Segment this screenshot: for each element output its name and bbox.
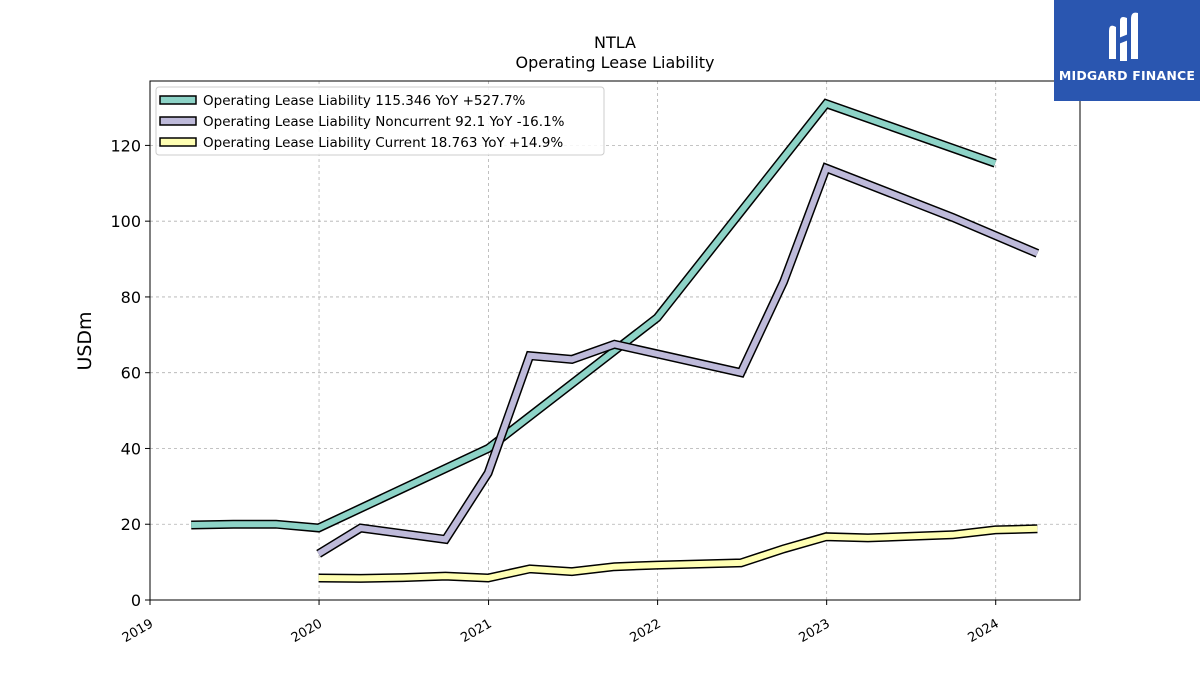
x-tick-label: 2023	[796, 616, 832, 646]
legend: Operating Lease Liability 115.346 YoY +5…	[155, 86, 605, 156]
legend-swatch-2	[159, 137, 197, 147]
midgard-logo: MIDGARD FINANCE	[1054, 0, 1200, 101]
y-tick-label: 80	[121, 288, 141, 307]
x-axis: 2019 2020 2021 2022 2023 2024	[120, 600, 1002, 646]
chart-title: NTLA	[594, 33, 636, 52]
grid	[150, 81, 1080, 600]
series-line-1	[317, 164, 1039, 557]
plot-frame	[149, 80, 1081, 601]
x-tick-label: 2019	[120, 616, 156, 646]
series-layer	[191, 98, 1040, 583]
y-tick-label: 100	[110, 212, 141, 231]
legend-box	[155, 86, 605, 156]
y-tick-label: 20	[121, 515, 141, 534]
y-tick-label: 60	[121, 364, 141, 383]
legend-label-1: Operating Lease Liability Noncurrent 92.…	[203, 114, 565, 130]
y-axis: 0 20 40 60 80 100 120	[110, 136, 150, 610]
logo-text: MIDGARD FINANCE	[1058, 68, 1196, 83]
series-outline-0	[191, 98, 997, 533]
legend-label-0: Operating Lease Liability 115.346 YoY +5…	[203, 93, 526, 109]
legend-swatch-1	[159, 116, 197, 126]
legend-label-2: Operating Lease Liability Current 18.763…	[203, 135, 563, 151]
y-axis-label: USDm	[74, 311, 96, 370]
x-tick-label: 2024	[966, 616, 1002, 646]
y-tick-label: 0	[131, 591, 141, 610]
x-tick-label: 2022	[627, 616, 663, 646]
legend-swatch-0	[159, 95, 197, 105]
chart-subtitle: Operating Lease Liability	[515, 53, 714, 72]
x-tick-label: 2020	[289, 616, 325, 646]
y-tick-label: 40	[121, 439, 141, 458]
x-tick-label: 2021	[458, 616, 494, 646]
series-line-2	[318, 525, 1038, 582]
y-tick-label: 120	[110, 136, 141, 155]
midgard-logo-icon	[1109, 12, 1138, 61]
series-line-0	[191, 100, 997, 532]
